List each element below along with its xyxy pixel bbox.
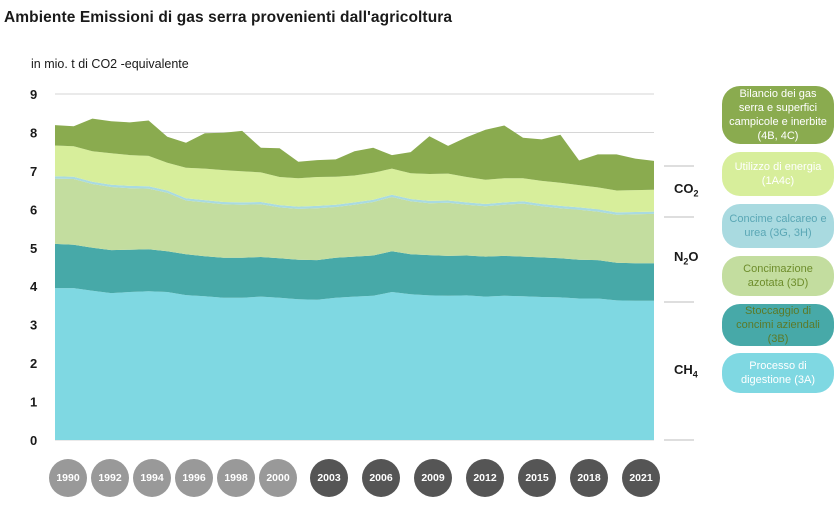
y-axis-unit-label: in mio. t di CO2 -equivalente: [31, 57, 189, 71]
x-tick-year: 1998: [217, 459, 255, 497]
x-tick-year: 2000: [259, 459, 297, 497]
y-tick-label: 8: [30, 125, 37, 140]
group-label-n2o-suffix: O: [688, 249, 699, 264]
x-tick-year: 1996: [175, 459, 213, 497]
x-tick-year: 2009: [414, 459, 452, 497]
y-tick-label: 1: [30, 395, 37, 410]
legend-item-concime-calcareo: Concime calcareo e urea (3G, 3H): [722, 204, 834, 248]
area-series-2: [55, 178, 654, 264]
group-label-ch4-sub: 4: [692, 369, 698, 380]
y-tick-label: 7: [30, 164, 37, 179]
legend-item-bilancio: Bilancio dei gas serra e superfici campi…: [722, 86, 834, 144]
y-tick-label: 2: [30, 356, 37, 371]
x-tick-year: 2012: [466, 459, 504, 497]
group-label-n2o: N2O: [674, 249, 699, 267]
area-series-0: [55, 288, 654, 440]
y-tick-label: 4: [30, 279, 38, 294]
x-tick-year: 2003: [310, 459, 348, 497]
area-series-1: [55, 243, 654, 301]
y-tick-label: 0: [30, 433, 37, 448]
chart-title: Ambiente Emissioni di gas serra provenie…: [4, 9, 453, 26]
y-tick-label: 6: [30, 202, 37, 217]
group-label-n2o-sub: 2: [683, 256, 689, 267]
group-label-n2o-text: N: [674, 249, 684, 264]
group-label-co2: CO2: [674, 181, 699, 199]
x-tick-year: 2006: [362, 459, 400, 497]
x-tick-year: 2018: [570, 459, 608, 497]
x-tick-year: 1992: [91, 459, 129, 497]
group-label-ch4: CH4: [674, 362, 698, 380]
x-tick-year: 1990: [49, 459, 87, 497]
x-tick-year: 2015: [518, 459, 556, 497]
area-series-3: [55, 176, 654, 215]
legend-item-concimazione-azotata: Concimazione azotata (3D): [722, 256, 834, 296]
y-tick-label: 5: [30, 241, 37, 256]
y-tick-label: 9: [30, 87, 37, 102]
y-tick-label: 3: [30, 318, 37, 333]
group-label-co2-sub: 2: [693, 188, 699, 199]
x-tick-year: 2021: [622, 459, 660, 497]
legend-item-stoccaggio: Stoccaggio di concimi aziendali (3B): [722, 304, 834, 346]
group-label-ch4-text: CH: [674, 362, 693, 377]
legend-item-digestione: Processo di digestione (3A): [722, 353, 834, 393]
group-label-co2-text: CO: [674, 181, 694, 196]
x-tick-year: 1994: [133, 459, 171, 497]
area-series-5: [55, 118, 654, 191]
legend-item-energia: Utilizzo di energia (1A4c): [722, 152, 834, 196]
area-series-4: [55, 145, 654, 213]
